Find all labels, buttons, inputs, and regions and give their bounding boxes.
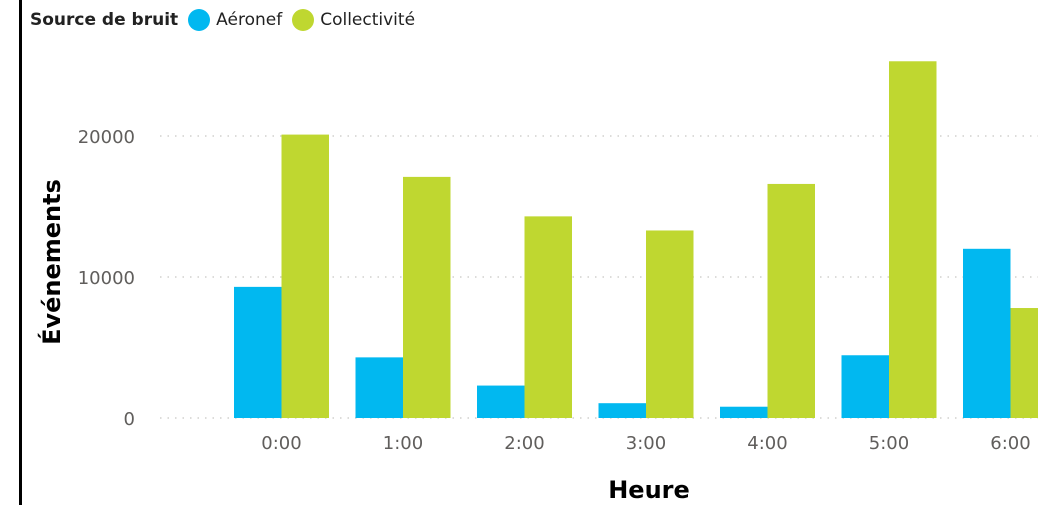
bar-aeronef-000[interactable] (234, 286, 282, 418)
x-axis-title: Heure (608, 476, 690, 504)
x-tick-label: 2:00 (504, 433, 544, 454)
legend-title: Source de bruit (30, 10, 179, 30)
bar-aeronef-500[interactable] (841, 355, 890, 418)
bars (234, 61, 1038, 419)
bar-collectivite-200[interactable] (524, 216, 573, 418)
bar-aeronef-100[interactable] (355, 357, 404, 418)
legend-label-aeronef: Aéronef (216, 10, 283, 30)
y-axis-title: Événements (37, 179, 66, 345)
bar-aeronef-600[interactable] (963, 248, 1011, 418)
x-tick-label: 6:00 (990, 433, 1030, 454)
y-tick-label: 10000 (78, 268, 135, 289)
x-tick-label: 3:00 (626, 433, 666, 454)
legend-label-collectivite: Collectivité (320, 10, 416, 30)
bar-collectivite-500[interactable] (889, 61, 937, 419)
legend-swatch-collectivite (292, 9, 315, 31)
bar-aeronef-300[interactable] (598, 403, 647, 418)
x-axis-ticks: 0:00 1:00 2:00 3:00 4:00 5:00 6:00 (261, 433, 1030, 454)
legend-item-collectivite[interactable]: Collectivité (292, 9, 415, 31)
bar-collectivite-600[interactable] (1010, 308, 1038, 418)
x-tick-label: 1:00 (383, 433, 423, 454)
legend: Source de bruit Aéronef Collectivité (30, 6, 425, 34)
legend-item-aeronef[interactable]: Aéronef (188, 9, 282, 31)
x-tick-label: 5:00 (869, 433, 909, 454)
x-tick-label: 0:00 (261, 433, 301, 454)
bar-collectivite-100[interactable] (403, 176, 451, 418)
y-tick-label: 0 (124, 409, 135, 430)
y-tick-label: 20000 (78, 127, 135, 148)
left-border (19, 0, 22, 505)
bar-collectivite-000[interactable] (281, 134, 330, 418)
bar-collectivite-400[interactable] (767, 183, 816, 418)
bar-collectivite-300[interactable] (646, 230, 694, 418)
y-axis-ticks: 0 10000 20000 (78, 127, 135, 430)
bar-aeronef-200[interactable] (477, 385, 525, 418)
x-tick-label: 4:00 (747, 433, 787, 454)
bar-aeronef-400[interactable] (720, 406, 768, 418)
legend-swatch-aeronef (188, 9, 211, 31)
